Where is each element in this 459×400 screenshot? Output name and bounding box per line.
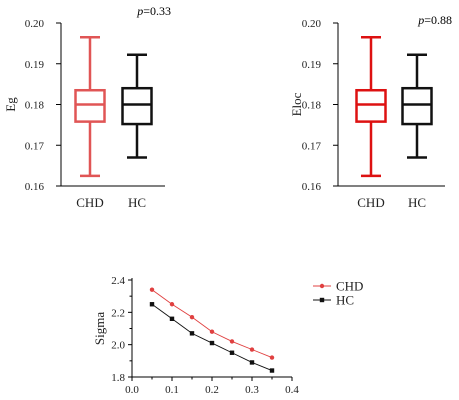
y-tick-label: 0.19: [302, 59, 322, 71]
y-tick-label: 0.20: [25, 18, 45, 30]
y-tick-label: 0.17: [25, 140, 45, 152]
y-tick-label: 0.16: [25, 181, 45, 193]
p-value-number: =0.33: [143, 4, 171, 18]
data-point: [149, 287, 155, 292]
y-tick-label: 2.0: [111, 340, 125, 352]
box-chd: [355, 36, 387, 178]
series-line: [151, 289, 273, 359]
data-point: [209, 329, 215, 334]
p-value-label: p=0.88: [417, 13, 452, 27]
y-tick-label: 0.17: [302, 140, 322, 152]
series-chd: [149, 287, 275, 360]
data-point: [189, 314, 195, 320]
y-axis-label: Eloc: [289, 92, 304, 116]
x-tick-label: 0.4: [285, 384, 299, 396]
legend-marker: [319, 283, 325, 289]
x-category-label: HC: [128, 195, 146, 210]
boxplot-panel-1: 0.16 0.17 0.18 0.19 0.20 Eg p=0.33 CHD HC: [3, 4, 171, 210]
box-chd: [74, 36, 106, 178]
y-axis-label: Eg: [3, 97, 18, 112]
boxplot-panel-2: 0.16 0.17 0.18 0.19 0.20 Eloc p=0.88 CHD HC: [289, 13, 452, 210]
data-point: [169, 316, 175, 321]
data-point: [189, 331, 195, 336]
p-value-symbol: p: [417, 13, 424, 27]
data-point: [229, 339, 235, 344]
data-point: [269, 355, 275, 360]
x-category-label: CHD: [357, 195, 384, 210]
y-tick-label: 1.8: [111, 372, 125, 384]
x-tick-label: 0.1: [165, 384, 179, 396]
data-point: [149, 302, 155, 307]
y-tick-label: 2.2: [111, 307, 125, 319]
y-tick-label: 0.18: [302, 100, 322, 112]
data-point: [269, 368, 275, 373]
box-hc: [401, 53, 433, 159]
box-iqr: [121, 86, 153, 126]
data-point: [229, 350, 235, 355]
p-value-label: p=0.33: [136, 4, 171, 18]
y-tick-label: 0.18: [25, 100, 45, 112]
data-point: [209, 340, 215, 346]
y-tick-label: 0.20: [302, 18, 322, 30]
data-point: [249, 347, 255, 352]
y-tick-label: 0.19: [25, 59, 45, 71]
x-tick-label: 0.3: [245, 384, 259, 396]
x-category-label: CHD: [76, 195, 103, 210]
box-hc: [121, 53, 153, 159]
y-tick-label: 0.16: [302, 181, 322, 193]
legend-label: HC: [336, 293, 354, 308]
data-point: [169, 302, 175, 307]
box-iqr: [401, 86, 433, 126]
x-category-label: HC: [408, 195, 426, 210]
series-hc: [149, 302, 275, 373]
box-iqr: [74, 88, 106, 123]
legend-marker: [319, 297, 325, 303]
box-iqr: [355, 88, 387, 123]
x-tick-label: 0.0: [125, 384, 139, 396]
p-value-number: =0.88: [424, 13, 452, 27]
data-point: [249, 360, 255, 365]
legend-label: CHD: [336, 279, 363, 294]
y-axis-label: Sigma: [92, 312, 107, 345]
p-value-symbol: p: [136, 4, 143, 18]
y-tick-label: 2.4: [111, 275, 125, 287]
x-tick-label: 0.2: [205, 384, 219, 396]
